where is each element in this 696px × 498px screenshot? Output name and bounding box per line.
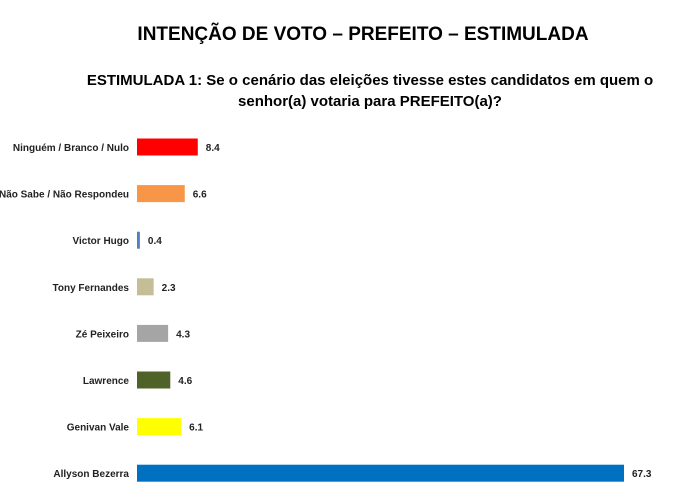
category-label: Lawrence <box>83 376 130 387</box>
bar <box>137 185 185 203</box>
category-label: Ninguém / Branco / Nulo <box>13 143 129 154</box>
chart-subtitle: ESTIMULADA 1: Se o cenário das eleições … <box>86 72 654 110</box>
bar <box>137 138 198 156</box>
bar <box>137 371 171 389</box>
category-label: Zé Peixeiro <box>76 329 129 340</box>
value-label: 2.3 <box>162 283 176 294</box>
value-label: 67.3 <box>632 469 652 480</box>
value-label: 8.4 <box>206 143 220 154</box>
bar <box>137 278 154 296</box>
value-label: 6.6 <box>193 190 207 201</box>
category-label: Não Sabe / Não Respondeu <box>0 190 129 201</box>
value-label: 4.3 <box>176 329 190 340</box>
bar <box>137 231 140 249</box>
chart-title: INTENÇÃO DE VOTO – PREFEITO – ESTIMULADA <box>137 24 589 45</box>
category-label: Genivan Vale <box>67 423 130 434</box>
bar <box>137 464 624 482</box>
value-label: 6.1 <box>189 423 203 434</box>
value-label: 0.4 <box>148 236 162 247</box>
category-label: Allyson Bezerra <box>53 469 129 480</box>
category-label: Tony Fernandes <box>53 283 130 294</box>
value-label: 4.6 <box>178 376 192 387</box>
bar <box>137 324 169 342</box>
bar <box>137 418 182 436</box>
category-label: Victor Hugo <box>73 236 129 247</box>
